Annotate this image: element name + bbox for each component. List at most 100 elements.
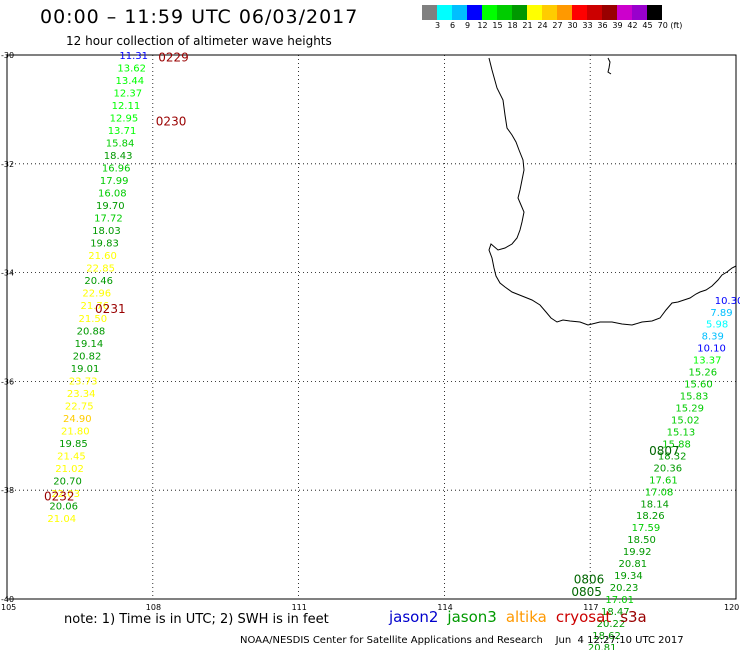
color-scale-swatch <box>467 5 482 20</box>
satellite-legend-jason2: jason2 <box>389 608 439 626</box>
color-scale-label: 39 <box>612 21 623 30</box>
wave-height-value: 20.88 <box>77 326 106 337</box>
color-scale-label: 45 <box>642 21 653 30</box>
color-scale-swatch <box>497 5 512 20</box>
color-scale-swatch <box>557 5 572 20</box>
color-scale-swatch <box>527 5 542 20</box>
australia-coastline <box>488 57 737 326</box>
wave-height-value: 18.62 <box>592 631 621 642</box>
color-scale-swatch <box>647 5 662 20</box>
satellite-legend-jason3: jason3 <box>447 608 497 626</box>
longitude-tick-label: 105 <box>1 603 16 612</box>
wave-height-value: 10.10 <box>697 344 726 355</box>
wave-height-value: 19.14 <box>75 339 104 350</box>
wave-height-value: 18.14 <box>640 499 669 510</box>
satellite-legend: jason2 jason3 altika cryosat s3a <box>389 608 656 626</box>
wave-height-value: 13.37 <box>693 356 722 367</box>
longitude-tick-label: 114 <box>437 603 452 612</box>
wave-height-value: 21.80 <box>61 426 90 437</box>
color-scale-labels: 3 6 9 12 15 18 21 24 27 30 33 36 39 42 45 70 (ft) <box>422 21 722 33</box>
longitude-tick-label: 117 <box>583 603 598 612</box>
map-title: 00:00 – 11:59 UTC 06/03/2017 <box>40 6 359 28</box>
color-scale-label: 27 <box>552 21 563 30</box>
wave-height-value: 20.36 <box>653 463 682 474</box>
wave-height-value: 12.95 <box>110 114 139 125</box>
wave-height-value: 20.82 <box>73 351 102 362</box>
coastline-fragment <box>607 57 612 75</box>
color-scale-swatch <box>437 5 452 20</box>
wave-height-value: 19.34 <box>614 571 643 582</box>
color-scale-label: 24 <box>537 21 548 30</box>
pass-time-label: 0231 <box>95 302 126 316</box>
wave-height-value: 18.43 <box>104 151 133 162</box>
latitude-tick-label: -36 <box>1 377 14 386</box>
color-scale-label: 70 (ft) <box>657 21 683 30</box>
color-scale-label: 6 <box>449 21 456 30</box>
wave-height-value: 12.37 <box>114 89 143 100</box>
wave-height-value: 20.70 <box>53 476 82 487</box>
wave-height-value: 15.26 <box>688 368 717 379</box>
wave-height-value: 24.90 <box>63 414 92 425</box>
wave-height-value: 23.34 <box>67 389 96 400</box>
satellite-legend-cryosat: cryosat <box>555 608 612 626</box>
wave-height-value: 17.59 <box>632 523 661 534</box>
pass-time-label: 0229 <box>158 51 189 65</box>
wave-height-value: 21.02 <box>55 464 84 475</box>
wave-height-value: 19.01 <box>71 364 100 375</box>
latitude-tick-label: -32 <box>1 160 14 169</box>
map-subtitle: 12 hour collection of altimeter wave hei… <box>66 34 332 48</box>
pass-time-label: 0805 <box>571 585 602 599</box>
color-scale-swatch <box>512 5 527 20</box>
wave-height-value: 15.83 <box>680 392 709 403</box>
wave-height-value: 15.60 <box>684 380 713 391</box>
graticule <box>6 54 737 600</box>
wave-height-value: 7.89 <box>710 308 732 319</box>
latitude-tick-label: -30 <box>1 51 14 60</box>
wave-height-value: 20.23 <box>610 583 639 594</box>
color-scale-label: 18 <box>507 21 518 30</box>
color-scale-label: 42 <box>627 21 638 30</box>
pass-time-label: 0232 <box>44 490 75 504</box>
wave-height-value: 23.73 <box>69 376 98 387</box>
longitude-tick-label: 108 <box>146 603 161 612</box>
wave-height-value: 17.08 <box>645 487 674 498</box>
wave-height-value: 20.81 <box>588 643 617 650</box>
wave-height-value: 18.47 <box>601 607 630 618</box>
wave-height-value: 22.03 <box>51 489 80 500</box>
wave-height-value: 18.50 <box>627 535 656 546</box>
longitude-tick-label: 111 <box>292 603 307 612</box>
color-scale-label: 33 <box>582 21 593 30</box>
wave-height-value: 19.70 <box>96 201 125 212</box>
wave-height-value: 21.45 <box>57 451 86 462</box>
wave-height-value: 15.84 <box>106 139 135 150</box>
color-scale-label: 3 <box>434 21 441 30</box>
pass-time-label: 0807 <box>649 444 680 458</box>
wave-height-value: 22.85 <box>86 264 115 275</box>
pass-time-label: 0230 <box>156 114 187 128</box>
wave-height-value: 19.85 <box>59 439 88 450</box>
latitude-tick-label: -34 <box>1 269 14 278</box>
wave-height-value: 15.88 <box>662 439 691 450</box>
map-frame <box>6 54 737 600</box>
latitude-tick-label: -40 <box>1 595 14 604</box>
satellite-legend-altika: altika <box>505 608 547 626</box>
satellite-legend-s3a: s3a <box>620 608 647 626</box>
wave-height-value: 18.26 <box>636 511 665 522</box>
wave-height-value: 12.11 <box>112 101 141 112</box>
color-scale-swatch <box>632 5 647 20</box>
wave-height-value: 18.03 <box>92 226 121 237</box>
wave-height-value: 19.92 <box>623 547 652 558</box>
color-scale-swatch <box>482 5 497 20</box>
wave-height-value: 20.06 <box>49 501 78 512</box>
color-scale-label: 12 <box>477 21 488 30</box>
wave-height-value: 20.22 <box>597 619 626 630</box>
wave-height-value: 17.61 <box>649 475 678 486</box>
wave-height-value: 13.44 <box>115 76 144 87</box>
latitude-tick-label: -38 <box>1 486 14 495</box>
wave-height-value: 13.71 <box>108 126 137 137</box>
wave-height-value: 13.62 <box>117 64 146 75</box>
color-scale-label: 15 <box>492 21 503 30</box>
color-scale-swatch <box>422 5 437 20</box>
wave-height-value: 21.76 <box>80 301 109 312</box>
